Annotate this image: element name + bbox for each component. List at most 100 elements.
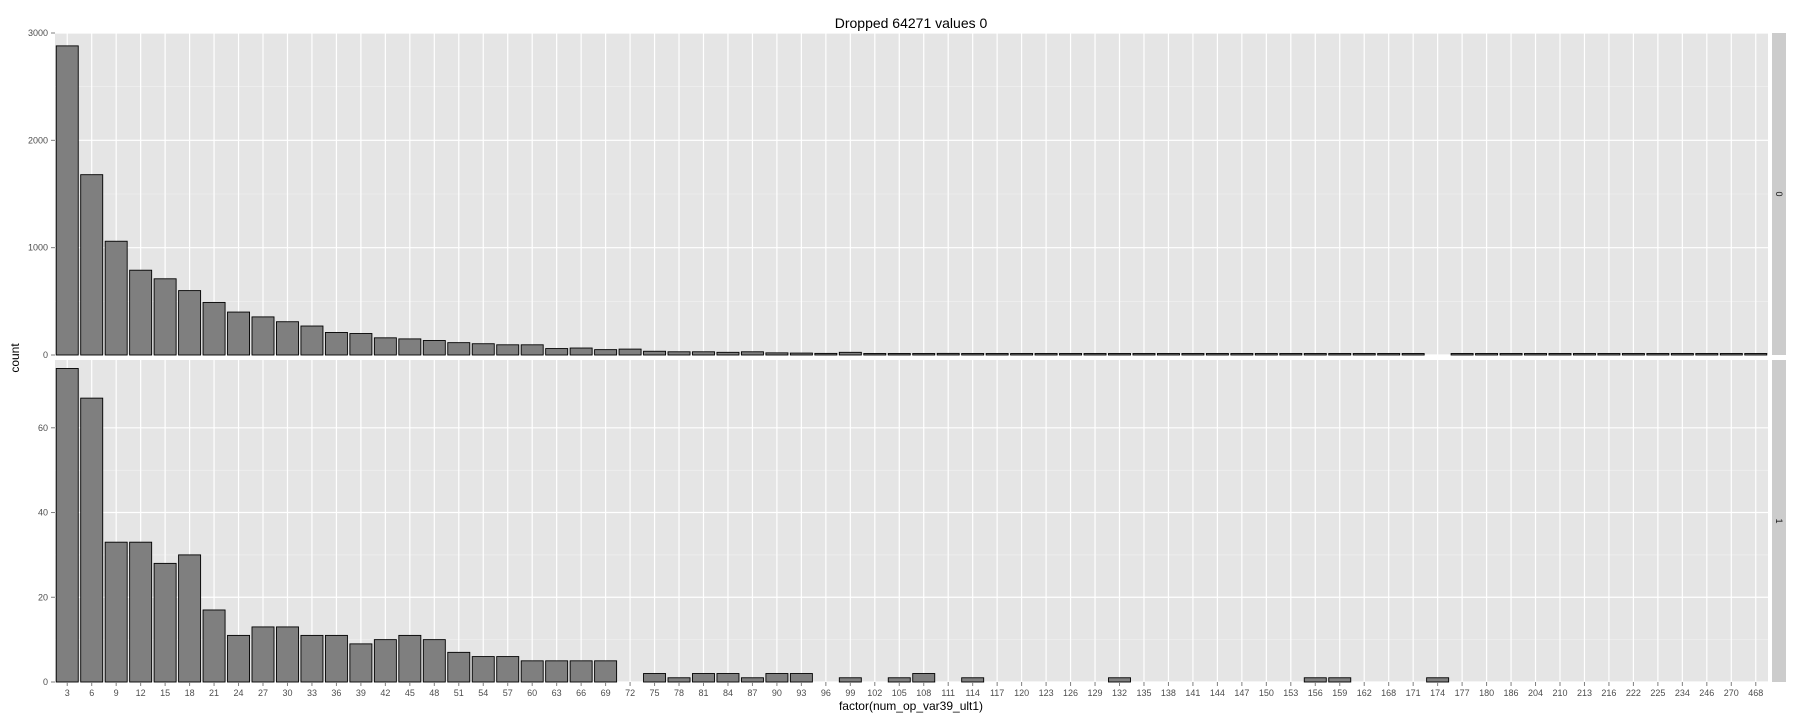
x-axis-title: factor(num_op_var39_ult1): [839, 699, 983, 713]
bar-57: [496, 344, 520, 356]
bar-225: [1646, 353, 1670, 356]
bar-57: [496, 656, 520, 683]
x-tick-label: 270: [1724, 688, 1739, 698]
bar-162: [1352, 353, 1376, 356]
x-tick-label: 156: [1308, 688, 1323, 698]
bar-150: [1254, 353, 1278, 356]
bar-168: [1377, 353, 1401, 356]
x-tick-label: 120: [1014, 688, 1029, 698]
bar-42: [373, 337, 397, 356]
bar-246: [1695, 353, 1719, 356]
bar-63: [545, 348, 569, 356]
bar-156: [1303, 353, 1327, 356]
x-tick-label: 171: [1406, 688, 1421, 698]
bar-9: [104, 541, 128, 683]
bar-18: [178, 290, 202, 356]
x-tick-label: 18: [185, 688, 195, 698]
bar-126: [1059, 353, 1083, 356]
bar-66: [569, 347, 593, 356]
x-tick-label: 12: [136, 688, 146, 698]
bar-60: [520, 344, 544, 356]
x-tick-label: 117: [990, 688, 1004, 698]
x-tick-label: 129: [1088, 688, 1103, 698]
y-tick-label: 40: [38, 508, 48, 518]
bar-468: [1744, 353, 1768, 356]
bar-90: [765, 673, 789, 683]
x-tick-label: 177: [1455, 688, 1470, 698]
bar-42: [373, 639, 397, 683]
bar-69: [594, 660, 618, 683]
facet-panel-1: 0 20 40 60 1: [38, 360, 1786, 687]
bar-27: [251, 316, 275, 356]
bar-105: [887, 353, 911, 356]
x-tick-label: 225: [1650, 688, 1665, 698]
x-tick-label: 105: [892, 688, 907, 698]
bar-21: [202, 301, 226, 356]
bar-39: [349, 643, 373, 683]
x-tick-label: 210: [1552, 688, 1567, 698]
y-tick-label: 0: [43, 350, 48, 360]
x-tick-label: 72: [625, 688, 635, 698]
bar-87: [740, 351, 764, 356]
bar-9: [104, 240, 128, 356]
x-tick-label: 24: [234, 688, 244, 698]
bar-96: [814, 352, 838, 356]
bar-6: [80, 174, 104, 356]
x-tick-label: 33: [307, 688, 317, 698]
bar-12: [129, 541, 153, 683]
bar-48: [422, 340, 446, 356]
bar-33: [300, 325, 324, 356]
bar-90: [765, 352, 789, 356]
bar-141: [1181, 353, 1205, 356]
x-tick-label: 96: [821, 688, 831, 698]
y-tick-label: 2000: [28, 135, 48, 145]
x-tick-label: 42: [380, 688, 390, 698]
x-tick-label: 186: [1504, 688, 1519, 698]
y-tick-label: 60: [38, 423, 48, 433]
y-tick-label: 0: [43, 677, 48, 687]
x-tick-label: 30: [282, 688, 292, 698]
x-tick-label: 69: [601, 688, 611, 698]
x-tick-label: 216: [1601, 688, 1616, 698]
bar-24: [227, 634, 250, 683]
bar-102: [863, 353, 887, 356]
bar-69: [594, 349, 618, 356]
bar-75: [643, 673, 667, 683]
x-tick-label: 108: [916, 688, 931, 698]
x-tick-label: 48: [429, 688, 439, 698]
bar-216: [1597, 353, 1621, 356]
bar-180: [1475, 353, 1499, 356]
x-axis: 3 6 9 12 15 18 21 24 27 30 33 36 39 42 45 48 51 54 57 60 63 6…: [65, 682, 1763, 698]
bar-210: [1548, 353, 1572, 356]
x-tick-label: 180: [1479, 688, 1494, 698]
bar-87: [740, 677, 764, 683]
bar-15: [153, 278, 177, 356]
x-tick-label: 102: [867, 688, 882, 698]
x-tick-label: 27: [258, 688, 268, 698]
bar-174: [1426, 677, 1450, 683]
bar-33: [300, 634, 324, 683]
x-tick-label: 15: [160, 688, 170, 698]
bar-120: [1010, 353, 1034, 356]
x-tick-label: 141: [1185, 688, 1200, 698]
x-tick-label: 84: [723, 688, 733, 698]
bar-72: [618, 348, 642, 356]
bar-27: [251, 626, 275, 683]
x-tick-label: 90: [772, 688, 782, 698]
bar-93: [789, 352, 813, 356]
x-tick-label: 123: [1039, 688, 1054, 698]
bar-81: [692, 351, 715, 356]
x-tick-label: 63: [552, 688, 562, 698]
bar-3: [55, 368, 79, 683]
x-tick-label: 213: [1577, 688, 1592, 698]
x-tick-label: 57: [503, 688, 513, 698]
bar-93: [789, 673, 813, 683]
bar-21: [202, 609, 226, 683]
bar-51: [447, 651, 471, 683]
bar-36: [324, 634, 348, 683]
x-tick-label: 135: [1136, 688, 1151, 698]
bar-135: [1132, 353, 1156, 356]
x-tick-label: 54: [478, 688, 488, 698]
